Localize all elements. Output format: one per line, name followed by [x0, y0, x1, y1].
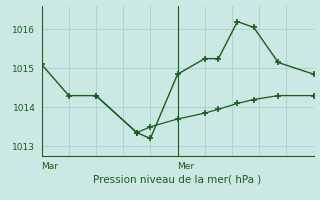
X-axis label: Pression niveau de la mer( hPa ): Pression niveau de la mer( hPa ): [93, 174, 262, 184]
